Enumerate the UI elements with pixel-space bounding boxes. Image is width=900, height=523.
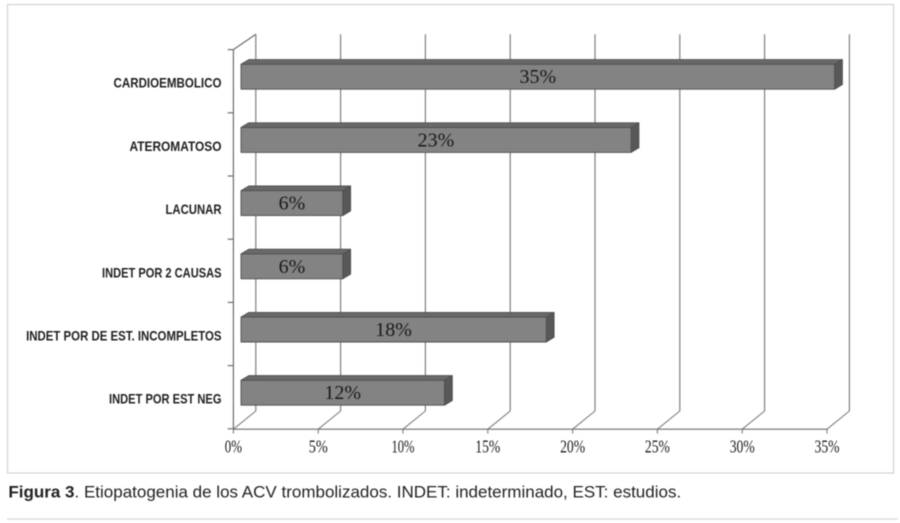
svg-text:ATEROMATOSO: ATEROMATOSO	[130, 138, 222, 154]
svg-text:5%: 5%	[309, 436, 328, 456]
svg-text:35%: 35%	[519, 66, 556, 88]
svg-text:6%: 6%	[279, 256, 306, 278]
svg-text:30%: 30%	[730, 436, 755, 456]
svg-text:23%: 23%	[418, 129, 455, 151]
svg-text:INDET POR 2 CAUSAS: INDET POR 2 CAUSAS	[102, 264, 222, 280]
svg-text:18%: 18%	[375, 319, 412, 341]
svg-text:INDET POR DE EST. INCOMPLETOS: INDET POR DE EST. INCOMPLETOS	[26, 328, 221, 344]
svg-text:LACUNAR: LACUNAR	[166, 201, 222, 217]
svg-text:35%: 35%	[815, 436, 840, 456]
svg-text:12%: 12%	[324, 382, 361, 404]
svg-text:INDET POR EST NEG: INDET POR EST NEG	[109, 391, 222, 407]
svg-text:6%: 6%	[279, 193, 306, 215]
svg-text:10%: 10%	[392, 436, 415, 456]
svg-text:CARDIOEMBOLICO: CARDIOEMBOLICO	[114, 75, 222, 91]
svg-text:Figura 3. Etiopatogenia de los: Figura 3. Etiopatogenia de los ACV tromb…	[8, 483, 681, 502]
svg-text:0%: 0%	[225, 436, 242, 456]
svg-text:25%: 25%	[645, 436, 670, 456]
svg-text:15%: 15%	[475, 436, 500, 456]
svg-text:20%: 20%	[560, 436, 585, 456]
